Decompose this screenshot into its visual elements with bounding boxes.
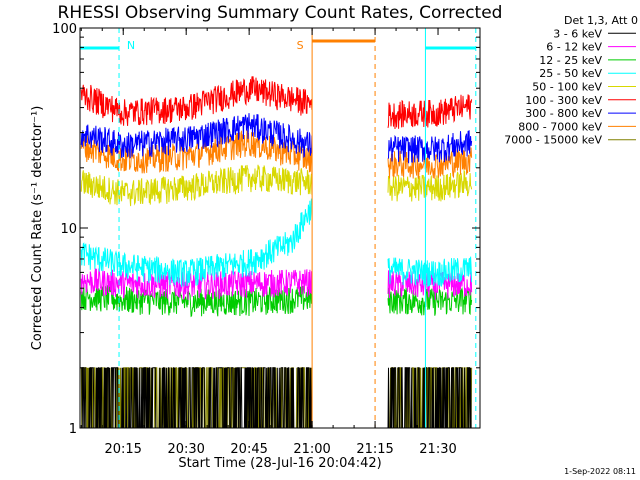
series-line-7 — [80, 130, 473, 180]
legend-entry-0: 3 - 6 keV — [553, 27, 602, 40]
legend-header: Det 1,3, Att 0 — [564, 14, 638, 27]
chart-title: RHESSI Observing Summary Count Rates, Co… — [58, 3, 503, 23]
series-line-5 — [80, 76, 473, 130]
y-tick-label-1: 10 — [60, 222, 77, 237]
y-axis-label: Corrected Count Rate (s⁻¹ detector⁻¹) — [30, 106, 45, 351]
x-tick-label-0: 20:15 — [104, 442, 141, 457]
legend-entry-6: 300 - 800 keV — [525, 107, 602, 120]
legend-entry-8: 7000 - 15000 keV — [504, 134, 602, 147]
y-tick-label-2: 100 — [52, 22, 77, 37]
legend-entry-7: 800 - 7000 keV — [518, 120, 602, 133]
series-line-3 — [80, 198, 473, 287]
axes: 20:15 20:30 20:45 21:00 21:15 21:30 1 10 100 — [52, 22, 481, 457]
x-tick-label-5: 21:30 — [419, 442, 456, 457]
legend-entry-3: 25 - 50 keV — [539, 67, 602, 80]
legend-entry-1: 6 - 12 keV — [546, 41, 602, 54]
legend-entry-2: 12 - 25 keV — [539, 54, 602, 67]
annotation-label-0: N — [127, 39, 135, 52]
y-tick-label-0: 1 — [69, 422, 77, 437]
x-axis-label: Start Time (28-Jul-16 20:04:42) — [178, 456, 381, 471]
series-line-4 — [80, 164, 473, 207]
legend-entry-5: 100 - 300 keV — [525, 94, 602, 107]
x-tick-label-3: 21:00 — [293, 442, 330, 457]
series-line-2 — [80, 283, 473, 318]
x-tick-label-1: 20:30 — [167, 442, 204, 457]
series-line-6 — [80, 113, 473, 164]
legend-entry-4: 50 - 100 keV — [532, 81, 602, 94]
x-tick-label-2: 20:45 — [230, 442, 267, 457]
x-tick-label-4: 21:15 — [356, 442, 393, 457]
annotation-label-1: S — [297, 39, 304, 52]
footer-timestamp: 1-Sep-2022 08:11 — [564, 467, 636, 476]
